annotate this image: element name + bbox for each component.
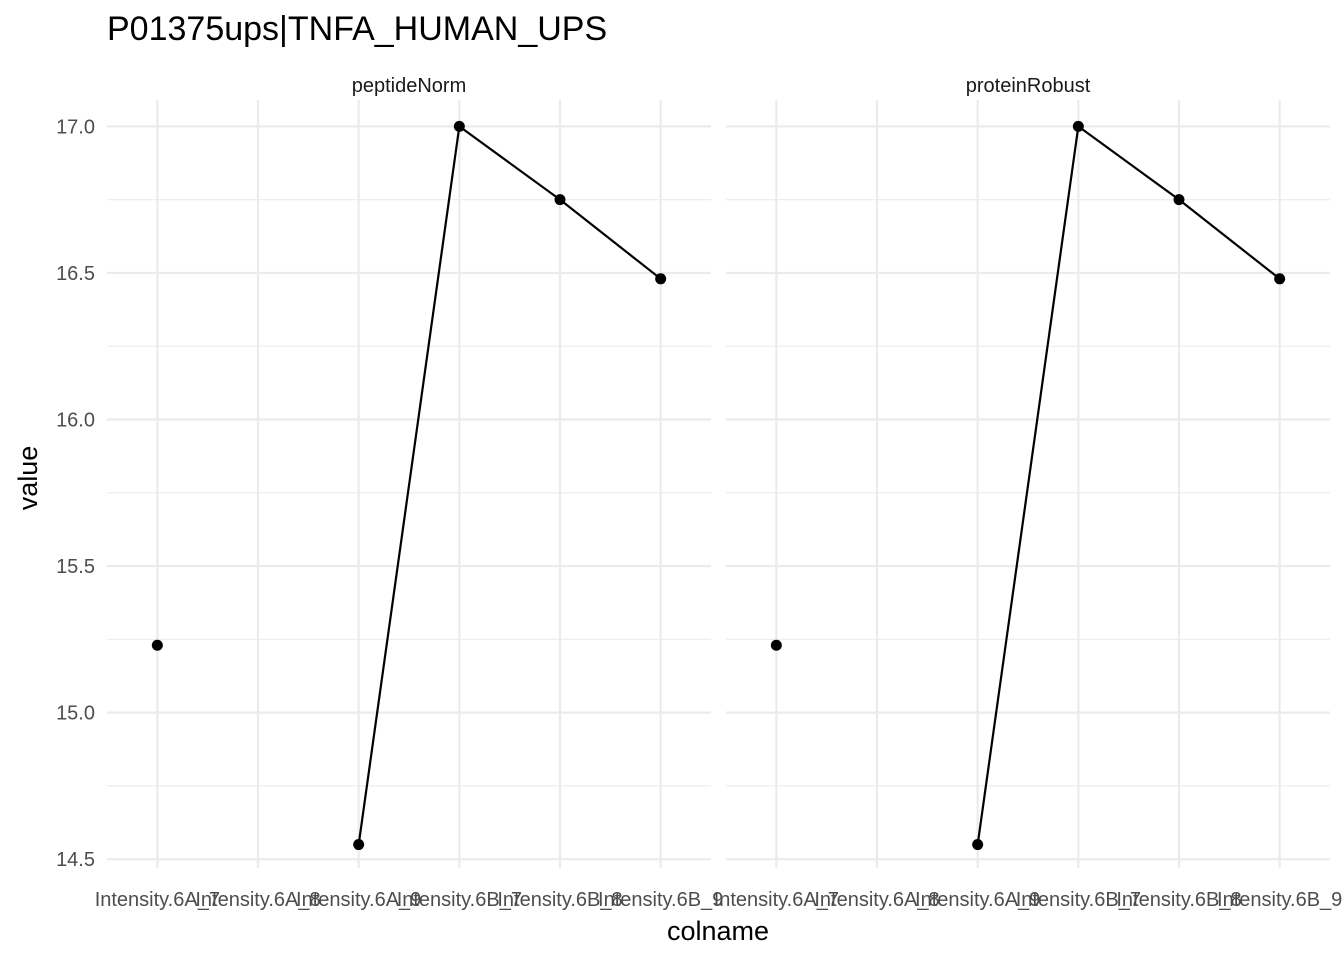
x-tick-label: Intensity.6A_8	[195, 889, 320, 911]
x-tick-label: Intensity.6B_7	[1016, 889, 1141, 911]
x-tick-label: Intensity.6B_8	[497, 889, 622, 911]
x-tick-label: Intensity.6A_9	[915, 889, 1040, 911]
facet-strip-label: proteinRobust	[966, 75, 1091, 97]
facet-panels: 14.5 15.0 15.5 16.0 16.5 17.0 peptideNorm Inten…	[56, 75, 1342, 911]
series-line-segment	[1077, 125, 1180, 201]
x-tick-label: Intensity.6B_9	[1217, 889, 1342, 911]
x-tick-label: Intensity.6B_7	[397, 889, 522, 911]
data-point	[554, 194, 566, 206]
series-line-segment	[1178, 198, 1281, 280]
x-tick-label: Intensity.6A_7	[714, 889, 839, 911]
data-point	[1173, 194, 1185, 206]
x-tick-label: Intensity.6A_8	[814, 889, 939, 911]
data-point	[655, 273, 667, 285]
chart-title: P01375ups|TNFA_HUMAN_UPS	[107, 10, 607, 48]
data-point	[453, 120, 465, 132]
data-point	[151, 639, 163, 651]
series-line-segment	[976, 126, 1080, 845]
y-tick-label: 15.0	[56, 703, 95, 725]
facet-panel-proteinRobust: proteinRobustIntensity.6A_7Intensity.6A_…	[714, 75, 1343, 911]
data-point	[1072, 120, 1084, 132]
data-point	[770, 639, 782, 651]
data-point	[1274, 273, 1286, 285]
x-axis-title: colname	[667, 916, 769, 946]
series-line-segment	[559, 198, 662, 280]
facet-panel-peptideNorm: peptideNormIntensity.6A_7Intensity.6A_8I…	[95, 75, 724, 911]
series-line-segment	[357, 126, 461, 845]
x-tick-label: Intensity.6B_9	[598, 889, 723, 911]
data-point	[353, 839, 365, 851]
facet-strip-label: peptideNorm	[352, 75, 467, 97]
y-tick-label: 15.5	[56, 556, 95, 578]
y-axis-title: value	[13, 446, 43, 511]
x-tick-label: Intensity.6B_8	[1116, 889, 1241, 911]
x-tick-label: Intensity.6A_9	[296, 889, 421, 911]
x-tick-label: Intensity.6A_7	[95, 889, 220, 911]
y-tick-label: 16.5	[56, 263, 95, 285]
y-tick-label: 16.0	[56, 410, 95, 432]
y-tick-label: 14.5	[56, 849, 95, 871]
data-point	[972, 839, 984, 851]
series-line-segment	[458, 125, 561, 201]
y-tick-label: 17.0	[56, 116, 95, 138]
